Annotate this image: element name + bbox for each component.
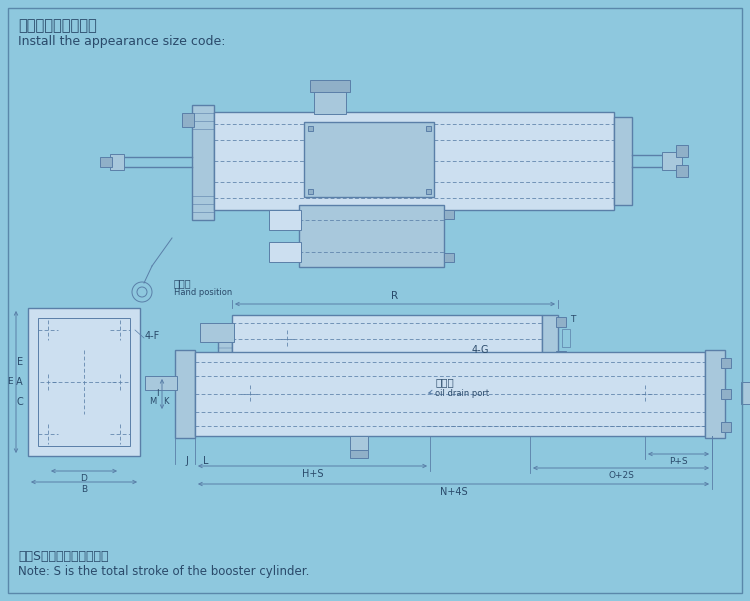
Bar	[269, 210, 301, 230]
Text: 4-F: 4-F	[145, 331, 160, 341]
Bar	[350, 450, 368, 458]
Text: P+S: P+S	[669, 457, 688, 466]
Bar	[705, 350, 725, 438]
Text: I: I	[156, 389, 159, 398]
Bar	[308, 126, 313, 131]
Text: O+2S: O+2S	[608, 471, 634, 480]
Text: Install the appearance size code:: Install the appearance size code:	[18, 35, 226, 48]
Bar	[192, 105, 214, 220]
Bar	[269, 242, 301, 262]
Text: H+S: H+S	[302, 469, 323, 479]
Bar	[676, 165, 688, 177]
Text: Hand position: Hand position	[174, 288, 232, 297]
Bar	[310, 80, 350, 92]
Text: D: D	[80, 474, 88, 483]
Bar	[662, 152, 682, 170]
Bar	[145, 376, 177, 390]
Bar	[28, 308, 140, 456]
Bar	[741, 382, 750, 404]
Bar	[614, 117, 632, 205]
Bar	[444, 253, 454, 262]
Bar	[182, 113, 194, 127]
Bar	[175, 350, 195, 438]
Bar	[721, 358, 731, 368]
Text: K: K	[164, 397, 169, 406]
Bar	[444, 210, 454, 219]
Bar	[542, 315, 558, 363]
Bar	[721, 422, 731, 432]
Bar	[304, 122, 434, 197]
Bar	[556, 317, 566, 327]
Bar	[214, 112, 614, 210]
Text: 漏油口: 漏油口	[435, 377, 454, 387]
Bar	[556, 351, 566, 361]
Text: 注：S为增压缸的总行程。: 注：S为增压缸的总行程。	[18, 550, 109, 563]
Bar	[110, 154, 124, 170]
Bar	[426, 189, 431, 194]
Text: C: C	[16, 397, 23, 407]
Bar	[721, 389, 731, 399]
Bar	[200, 323, 234, 342]
Text: 4-G: 4-G	[472, 345, 490, 355]
Bar	[350, 436, 368, 450]
Text: oil drain port: oil drain port	[435, 389, 489, 398]
Bar	[562, 329, 570, 347]
Text: Note: S is the total stroke of the booster cylinder.: Note: S is the total stroke of the boost…	[18, 565, 309, 578]
Text: M: M	[149, 397, 157, 406]
Text: B: B	[81, 485, 87, 494]
Bar	[308, 189, 313, 194]
Bar	[232, 315, 542, 363]
Bar	[426, 126, 431, 131]
Text: E: E	[8, 377, 13, 386]
Bar	[314, 90, 346, 114]
Text: N+4S: N+4S	[440, 487, 467, 497]
Text: 安装外观尺寸代码：: 安装外观尺寸代码：	[18, 18, 97, 33]
Bar	[38, 318, 130, 446]
Bar	[195, 352, 705, 436]
Text: J: J	[185, 456, 188, 466]
Text: L: L	[203, 456, 208, 466]
Text: R: R	[392, 291, 398, 301]
Text: A: A	[16, 377, 23, 387]
Bar	[218, 326, 232, 354]
Text: T: T	[570, 316, 575, 325]
Circle shape	[103, 158, 111, 166]
Bar	[299, 205, 444, 267]
Text: 扳手位: 扳手位	[174, 278, 192, 288]
Bar	[100, 157, 112, 167]
Text: E: E	[16, 357, 23, 367]
Bar	[676, 145, 688, 157]
